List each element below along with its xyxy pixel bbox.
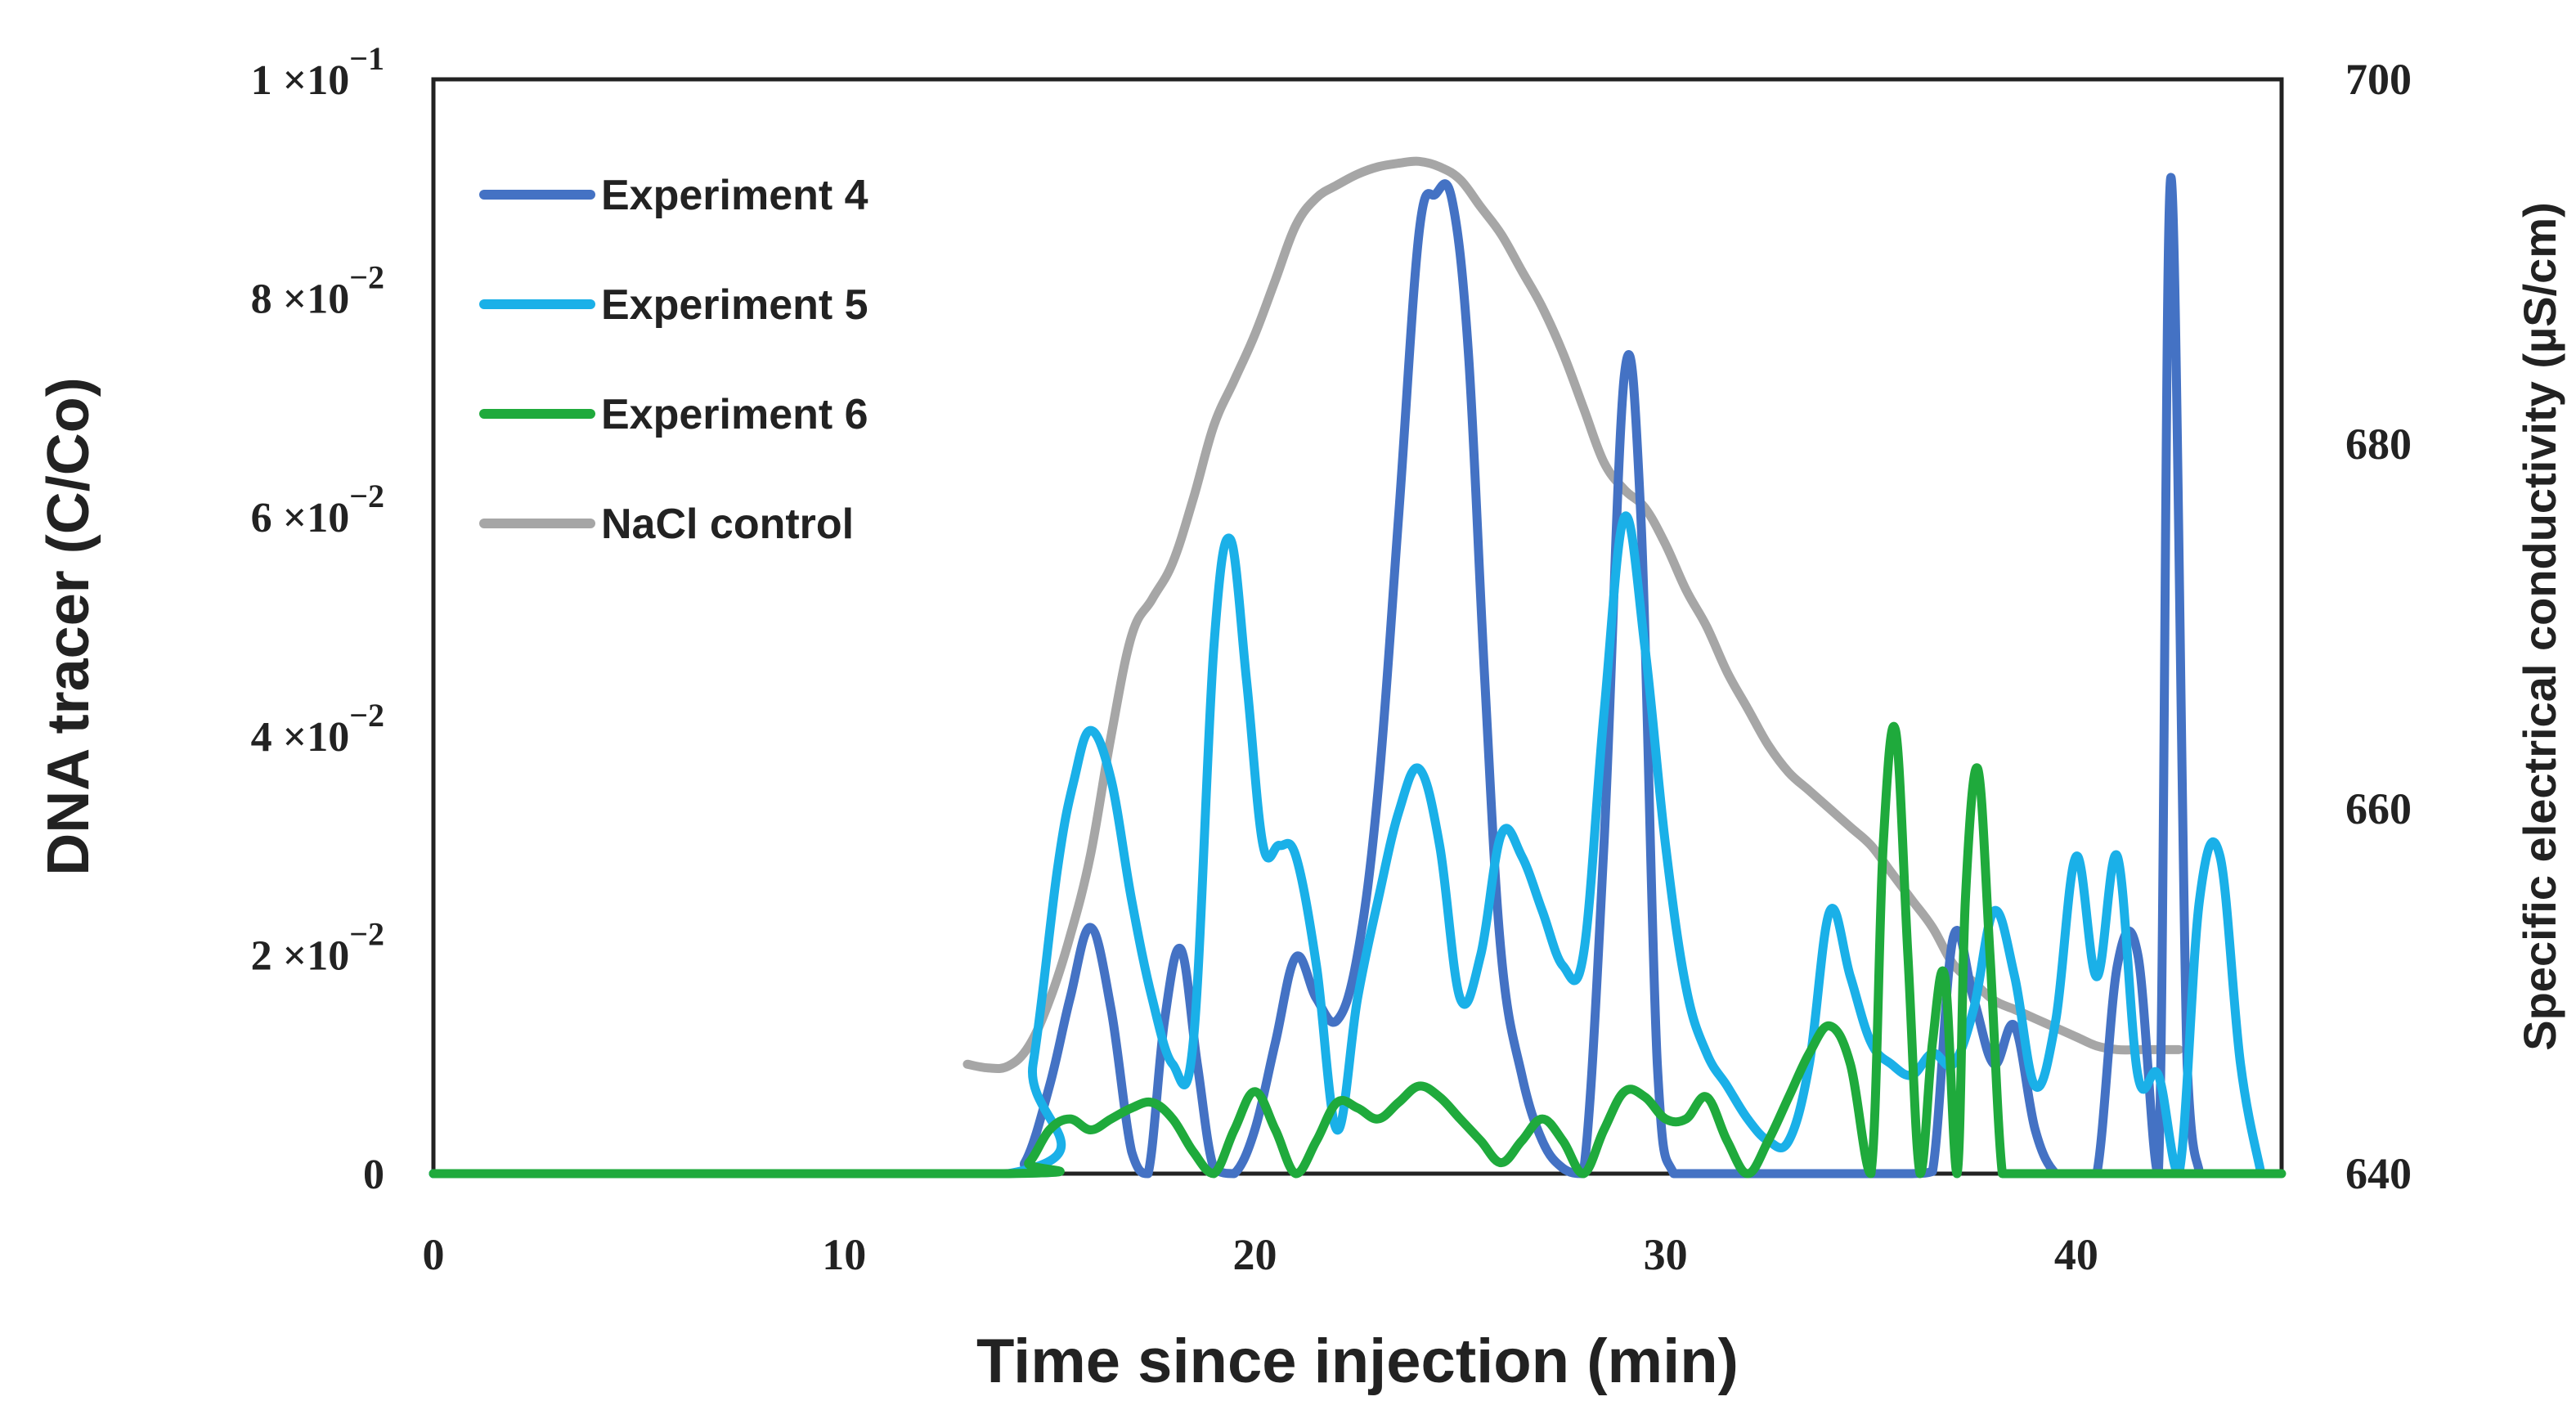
y-tick-label: 6 ×10−2 — [251, 478, 384, 541]
legend: Experiment 4 Experiment 5 Experiment 6 NaCl… — [479, 172, 868, 548]
legend-label: Experiment 6 — [601, 391, 868, 438]
legend-label: Experiment 4 — [601, 172, 868, 219]
y2-axis-ticks: 640 660 680 700 — [2345, 55, 2412, 1198]
y2-axis-title: Specific electrical conductivity (µS/cm) — [2514, 202, 2565, 1051]
y-tick-label: 2 ×10−2 — [251, 915, 384, 979]
x-axis-ticks: 0 10 20 30 40 — [423, 1230, 2098, 1279]
plot-area — [431, 77, 2284, 1176]
legend-label: NaCl control — [601, 501, 854, 548]
series-line-experiment-6 — [429, 721, 2287, 1179]
y2-tick-label: 660 — [2345, 784, 2412, 833]
y-tick-label: 1 ×10−1 — [251, 40, 384, 104]
y2-tick-label: 640 — [2345, 1149, 2412, 1198]
series-lines — [429, 156, 2287, 1179]
series-line-nacl-control — [963, 156, 2183, 1073]
y2-tick-label: 680 — [2345, 420, 2412, 469]
x-tick-label: 40 — [2054, 1230, 2098, 1279]
y-tick-label: 8 ×10−2 — [251, 259, 384, 323]
x-tick-label: 30 — [1644, 1230, 1688, 1279]
y-tick-label: 0 — [363, 1152, 384, 1198]
x-tick-label: 10 — [822, 1230, 866, 1279]
x-axis-title: Time since injection (min) — [976, 1327, 1739, 1396]
x-tick-label: 20 — [1232, 1230, 1277, 1279]
y-axis-title: DNA tracer (C/Co) — [36, 377, 101, 875]
legend-label: Experiment 5 — [601, 281, 868, 329]
y-tick-label: 4 ×10−2 — [251, 697, 384, 761]
y2-tick-label: 700 — [2345, 55, 2412, 104]
y-axis-ticks: 0 2 ×10−2 4 ×10−2 6 ×10−2 8 ×10−2 1 ×10−1 — [251, 40, 384, 1198]
x-tick-label: 0 — [423, 1230, 445, 1279]
series-line-experiment-5 — [429, 511, 2266, 1179]
